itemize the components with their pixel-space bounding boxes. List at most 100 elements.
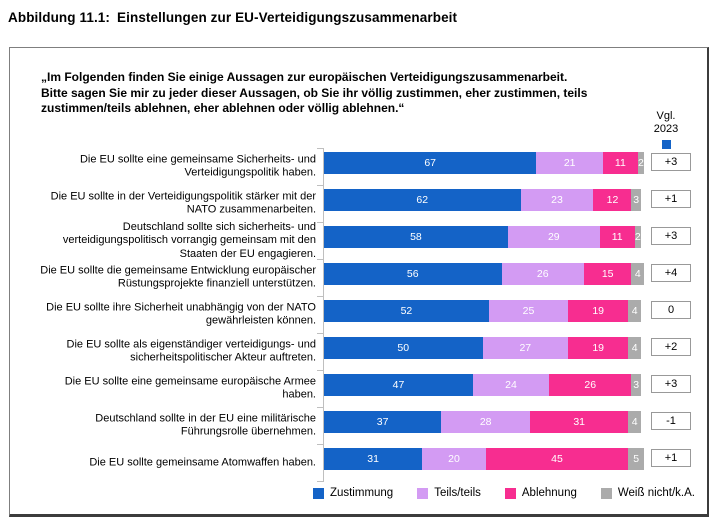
chart-row: Die EU sollte als eigenständiger verteid… bbox=[10, 333, 710, 370]
comparison-value-box: +3 bbox=[651, 153, 691, 171]
bar-segment-zustimmung: 50 bbox=[324, 337, 483, 359]
bar-track: 52 25 19 4 bbox=[324, 300, 641, 322]
comparison-header-line1: Vgl. bbox=[656, 110, 676, 122]
axis-tick bbox=[317, 148, 324, 149]
axis-tick bbox=[317, 296, 324, 297]
chart-row: Deutschland sollte in der EU eine militä… bbox=[10, 407, 710, 444]
bar-segment-ablehnung: 31 bbox=[530, 411, 629, 433]
bar-segment-ablehnung: 45 bbox=[485, 448, 629, 470]
bar-segment-weiss-nicht: 5 bbox=[628, 448, 645, 470]
category-label: Deutschland sollte sich sicherheits- und… bbox=[62, 220, 316, 260]
legend-swatch-icon bbox=[312, 487, 324, 499]
chart-row: Die EU sollte gemeinsame Atomwaffen habe… bbox=[10, 444, 710, 481]
category-label: Die EU sollte ihre Sicherheit unabhängig… bbox=[46, 301, 316, 327]
bar-track: 58 29 11 2 bbox=[324, 226, 641, 248]
figure-title: Einstellungen zur EU-Verteidigungszusamm… bbox=[117, 10, 458, 25]
bar-segment-zustimmung: 67 bbox=[324, 152, 537, 174]
bar-segment-zustimmung: 52 bbox=[324, 300, 489, 322]
legend-swatch-icon bbox=[504, 487, 516, 499]
bar-segment-teils-teils: 29 bbox=[507, 226, 600, 248]
bar-segment-teils-teils: 23 bbox=[520, 189, 594, 211]
comparison-value-box: +1 bbox=[651, 190, 691, 208]
axis-tick bbox=[317, 444, 324, 445]
bar-segment-teils-teils: 20 bbox=[422, 448, 486, 470]
bar-segment-weiss-nicht: 3 bbox=[631, 189, 641, 211]
bar-segment-zustimmung: 62 bbox=[324, 189, 521, 211]
bar-segment-weiss-nicht: 4 bbox=[631, 263, 645, 285]
bar-track: 62 23 12 3 bbox=[324, 189, 641, 211]
chart-legend: Zustimmung Teils/teils Ablehnung Weiß nicht… bbox=[289, 487, 695, 499]
stacked-bar-chart: Die EU sollte eine gemeinsame Sicherheit… bbox=[10, 148, 710, 488]
legend-label: Weiß nicht/k.A. bbox=[617, 487, 695, 499]
bar-segment-weiss-nicht: 4 bbox=[628, 337, 641, 359]
figure-number: Abbildung 11.1: bbox=[8, 10, 111, 25]
comparison-value-box: +2 bbox=[651, 338, 691, 356]
bar-track: 67 21 11 2 bbox=[324, 152, 645, 174]
category-label: Die EU sollte in der Verteidigungspoliti… bbox=[50, 190, 316, 216]
bar-segment-ablehnung: 11 bbox=[602, 152, 638, 174]
axis-tick bbox=[317, 333, 324, 334]
comparison-value-box: +4 bbox=[651, 264, 691, 282]
chart-row: Die EU sollte eine gemeinsame Sicherheit… bbox=[10, 148, 710, 185]
comparison-value-box: +1 bbox=[651, 449, 691, 467]
category-label: Die EU sollte die gemeinsame Entwicklung… bbox=[40, 264, 316, 290]
bar-segment-weiss-nicht: 3 bbox=[631, 374, 641, 396]
bar-segment-teils-teils: 26 bbox=[501, 263, 584, 285]
bar-track: 50 27 19 4 bbox=[324, 337, 641, 359]
bar-segment-teils-teils: 28 bbox=[441, 411, 531, 433]
bar-track: 56 26 15 4 bbox=[324, 263, 645, 285]
bar-segment-zustimmung: 37 bbox=[324, 411, 442, 433]
bar-segment-ablehnung: 15 bbox=[583, 263, 632, 285]
category-axis-line bbox=[323, 148, 324, 481]
bar-segment-ablehnung: 19 bbox=[568, 337, 629, 359]
bar-segment-teils-teils: 25 bbox=[488, 300, 569, 322]
bar-segment-zustimmung: 47 bbox=[324, 374, 473, 396]
category-label: Die EU sollte gemeinsame Atomwaffen habe… bbox=[89, 455, 316, 468]
comparison-value-box: -1 bbox=[651, 412, 691, 430]
axis-tick bbox=[317, 222, 324, 223]
bar-segment-zustimmung: 56 bbox=[324, 263, 502, 285]
comparison-header-line2: 2023 bbox=[653, 123, 679, 135]
comparison-value-box: +3 bbox=[651, 375, 691, 393]
bar-segment-ablehnung: 12 bbox=[593, 189, 632, 211]
bar-segment-teils-teils: 24 bbox=[472, 374, 550, 396]
legend-item-weiss-nicht: Weiß nicht/k.A. bbox=[600, 487, 695, 499]
legend-label: Teils/teils bbox=[434, 487, 481, 499]
bar-segment-teils-teils: 21 bbox=[536, 152, 603, 174]
page-title: Abbildung 11.1: Einstellungen zur EU-Vert… bbox=[8, 10, 457, 25]
bar-segment-zustimmung: 31 bbox=[324, 448, 423, 470]
legend-item-teils-teils: Teils/teils bbox=[417, 487, 481, 499]
category-label: Die EU sollte eine gemeinsame europäisch… bbox=[64, 375, 316, 401]
comparison-value-box: +3 bbox=[651, 227, 691, 245]
chart-row: Die EU sollte ihre Sicherheit unabhängig… bbox=[10, 296, 710, 333]
category-label: Die EU sollte als eigenständiger verteid… bbox=[66, 338, 316, 364]
legend-item-ablehnung: Ablehnung bbox=[504, 487, 577, 499]
legend-swatch-icon bbox=[600, 487, 612, 499]
bar-segment-ablehnung: 19 bbox=[568, 300, 629, 322]
bar-track: 31 20 45 5 bbox=[324, 448, 645, 470]
chart-row: Die EU sollte in der Verteidigungspoliti… bbox=[10, 185, 710, 222]
axis-tick bbox=[317, 370, 324, 371]
chart-row: Deutschland sollte sich sicherheits- und… bbox=[10, 220, 710, 260]
comparison-key-square-icon bbox=[661, 140, 671, 149]
bar-segment-weiss-nicht: 2 bbox=[634, 226, 641, 248]
legend-swatch-icon bbox=[417, 487, 429, 499]
axis-tick bbox=[317, 481, 324, 482]
comparison-value-box: 0 bbox=[651, 301, 691, 319]
axis-tick bbox=[317, 407, 324, 408]
survey-question-text: „Im Folgenden finden Sie einige Aussagen… bbox=[41, 70, 588, 115]
bar-segment-weiss-nicht: 4 bbox=[628, 300, 641, 322]
axis-tick bbox=[317, 259, 324, 260]
bar-segment-ablehnung: 11 bbox=[599, 226, 635, 248]
bar-segment-teils-teils: 27 bbox=[482, 337, 569, 359]
axis-tick bbox=[317, 185, 324, 186]
category-label: Die EU sollte eine gemeinsame Sicherheit… bbox=[79, 153, 316, 179]
category-label: Deutschland sollte in der EU eine militä… bbox=[95, 412, 316, 438]
bar-segment-ablehnung: 26 bbox=[549, 374, 632, 396]
bar-track: 37 28 31 4 bbox=[324, 411, 641, 433]
legend-item-zustimmung: Zustimmung bbox=[312, 487, 393, 499]
bar-segment-zustimmung: 58 bbox=[324, 226, 508, 248]
figure-frame: „Im Folgenden finden Sie einige Aussagen… bbox=[9, 47, 709, 517]
legend-label: Ablehnung bbox=[521, 487, 577, 499]
